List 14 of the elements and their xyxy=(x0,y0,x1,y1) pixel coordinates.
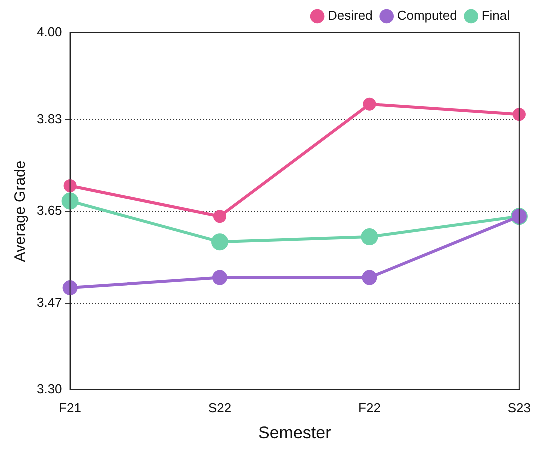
legend-label: Desired xyxy=(328,8,373,24)
y-axis-title: Average Grade xyxy=(12,160,30,262)
y-tick-label: 4.00 xyxy=(36,24,62,40)
y-tick-label: 3.30 xyxy=(36,382,62,397)
legend-label: Final xyxy=(482,8,510,24)
y-tick-label: 3.65 xyxy=(36,203,62,218)
x-tick-label: S23 xyxy=(508,400,532,416)
y-tick-label: 3.47 xyxy=(36,294,62,310)
x-tick-label: S22 xyxy=(208,400,232,416)
legend-label: Computed xyxy=(397,8,458,24)
x-tick-label: F21 xyxy=(59,400,82,416)
x-tick-label: F22 xyxy=(358,400,381,416)
y-tick-label: 3.83 xyxy=(36,111,62,126)
x-axis-title: Semester xyxy=(258,423,332,442)
